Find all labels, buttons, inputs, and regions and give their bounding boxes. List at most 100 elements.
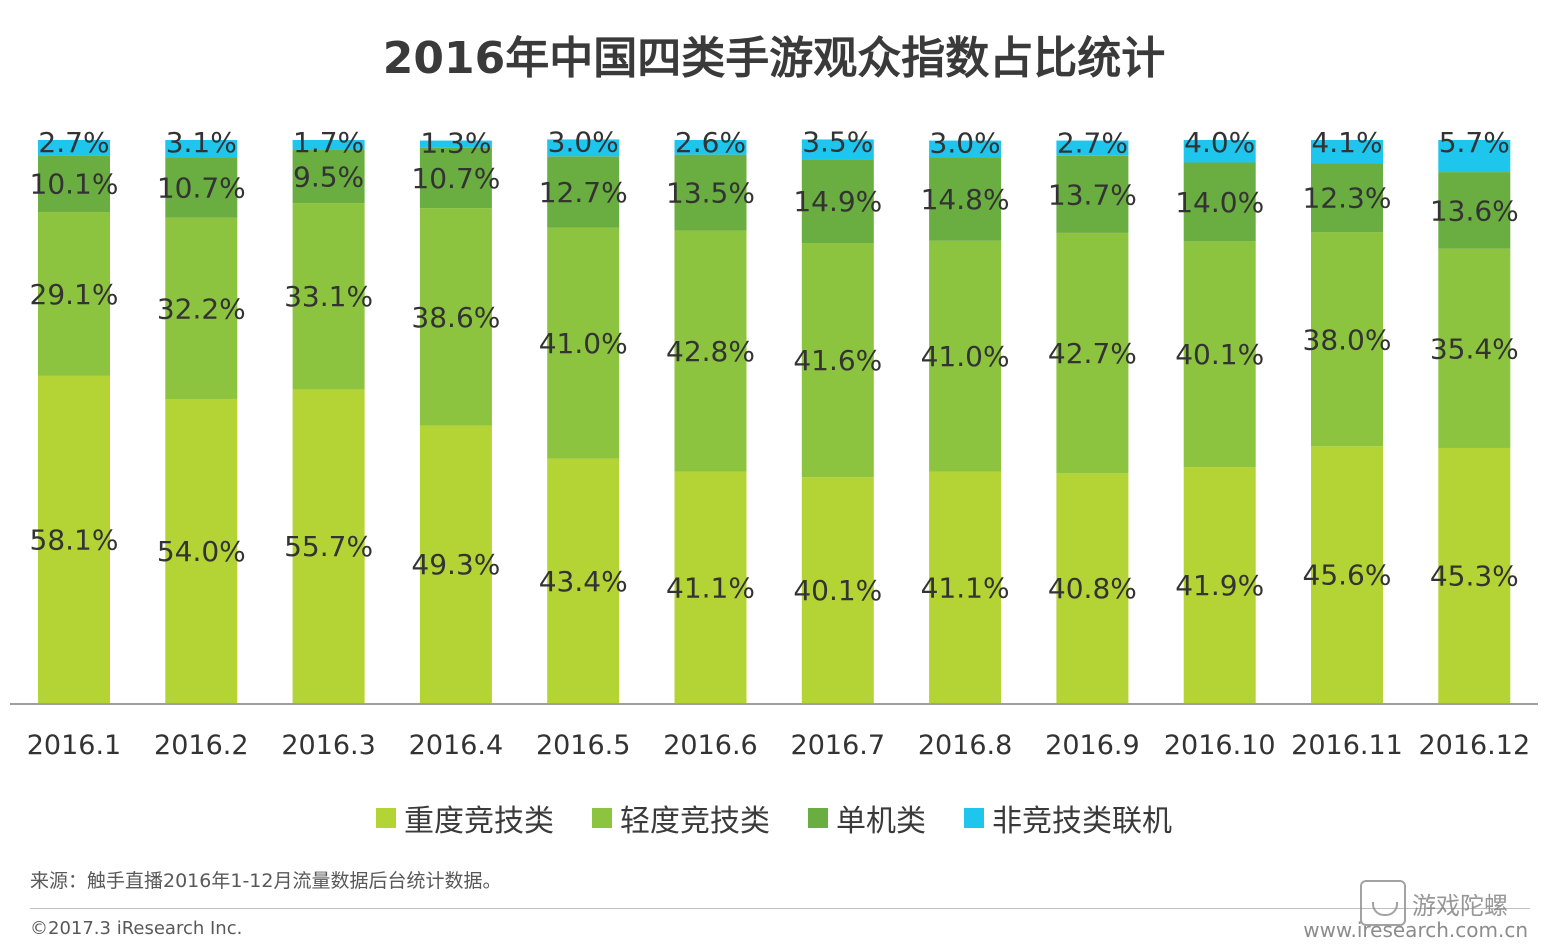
x-tick-label: 2016.10 [1164, 730, 1276, 761]
data-label: 40.1% [1175, 338, 1264, 371]
bar-segment [1438, 172, 1511, 249]
legend-swatch-heavy [376, 808, 396, 828]
bar-segment [929, 140, 1002, 158]
bar-segment [1438, 248, 1511, 448]
data-label: 35.4% [1430, 332, 1519, 365]
legend-item-online: 非竞技类联机 [964, 796, 1172, 840]
data-label: 49.3% [411, 548, 500, 581]
data-label: 13.7% [1048, 178, 1137, 211]
data-label: 3.0% [930, 127, 1001, 160]
bar-segment [38, 155, 110, 213]
bar-segment [292, 203, 365, 390]
footer-divider [30, 908, 1530, 909]
bar-segment [1438, 447, 1511, 703]
legend-label-online: 非竞技类联机 [992, 804, 1172, 839]
bar-segment [801, 139, 874, 160]
legend-item-heavy: 重度竞技类 [376, 796, 554, 840]
data-label: 3.1% [166, 126, 237, 159]
data-label: 2.7% [1057, 127, 1128, 160]
copyright: ©2017.3 iResearch Inc. [30, 918, 243, 939]
data-label: 43.4% [539, 565, 628, 598]
bar-segment [165, 217, 238, 399]
bar-segment [547, 139, 620, 157]
website-link[interactable]: www.iresearch.com.cn [1303, 918, 1528, 942]
x-tick-label: 2016.4 [409, 730, 503, 761]
x-tick-label: 2016.5 [536, 730, 630, 761]
x-tick-label: 2016.12 [1418, 730, 1530, 761]
data-label: 13.6% [1430, 194, 1519, 227]
data-label: 10.7% [411, 162, 500, 195]
x-tick-label: 2016.6 [663, 730, 757, 761]
x-tick-label: 2016.9 [1045, 730, 1139, 761]
x-tick-label: 2016.1 [27, 730, 121, 761]
legend-swatch-light [592, 808, 612, 828]
legend-swatch-standalone [808, 808, 828, 828]
bar-segment [547, 458, 620, 703]
x-tick-label: 2016.11 [1291, 730, 1403, 761]
data-label: 41.6% [793, 344, 882, 377]
data-label: 10.7% [157, 172, 246, 205]
bar-segment [419, 140, 492, 148]
bar-segment [929, 157, 1002, 241]
stacked-bar-chart: 58.1% 29.1% 10.1% 2.7% 2016.1 54.0% 32.2% 10.7%… [10, 125, 1538, 761]
bar-segment [1311, 140, 1383, 164]
data-label: 55.7% [284, 530, 373, 563]
data-label: 12.7% [539, 176, 628, 209]
legend-item-light: 轻度竞技类 [592, 796, 770, 840]
data-label: 14.9% [793, 185, 882, 218]
bar-segment [801, 477, 874, 703]
bar-segment [165, 140, 238, 158]
bar-segment [292, 389, 365, 703]
data-label: 38.6% [411, 301, 500, 334]
bar-segment [1311, 446, 1383, 703]
bar-segment [547, 156, 620, 228]
data-label: 13.5% [666, 177, 755, 210]
bar-segment [1056, 232, 1129, 474]
bar-segment [801, 243, 874, 478]
source-note: 来源：触手直播2016年1-12月流量数据后台统计数据。 [30, 870, 502, 892]
bar-segment [1311, 163, 1383, 233]
bar-segment [1311, 232, 1383, 447]
chart-title: 2016年中国四类手游观众指数占比统计 [382, 33, 1166, 84]
x-tick-label: 2016.3 [281, 730, 375, 761]
data-label: 4.0% [1184, 126, 1255, 159]
legend-label-light: 轻度竞技类 [620, 804, 770, 839]
data-label: 41.9% [1175, 569, 1264, 602]
data-label: 9.5% [293, 160, 364, 193]
data-label: 45.3% [1430, 559, 1519, 592]
data-label: 1.3% [420, 127, 491, 160]
bar-segment [929, 240, 1002, 472]
data-label: 2.7% [38, 126, 109, 159]
watermark-text: 游戏陀螺 [1412, 891, 1508, 920]
bar-segment [929, 471, 1002, 703]
bar-segment [1183, 162, 1256, 242]
bar-segment [419, 208, 492, 426]
watermark: 游戏陀螺 [1360, 880, 1508, 926]
bar-segment [674, 471, 747, 703]
bar-segment [38, 212, 110, 376]
legend-label-standalone: 单机类 [836, 804, 926, 839]
data-label: 3.5% [802, 125, 873, 158]
data-label: 1.7% [293, 126, 364, 159]
data-label: 41.1% [921, 571, 1010, 604]
bar-segment [674, 154, 747, 231]
bar-segment [547, 227, 620, 459]
bar-segment [1438, 140, 1511, 173]
bar-segment [1056, 473, 1129, 703]
data-label: 40.8% [1048, 572, 1137, 605]
bar-segment [1183, 140, 1256, 163]
bar-segment [38, 375, 110, 703]
legend-item-standalone: 单机类 [808, 796, 926, 840]
bar-segment [38, 140, 110, 156]
bar-segment [674, 230, 747, 472]
data-label: 3.0% [548, 125, 619, 158]
x-tick-label: 2016.8 [918, 730, 1012, 761]
x-tick-label: 2016.7 [791, 730, 885, 761]
bar-segment [292, 149, 365, 204]
data-label: 4.1% [1311, 126, 1382, 159]
bar-segment [674, 140, 747, 155]
bar-segment [419, 425, 492, 703]
legend-label-heavy: 重度竞技类 [404, 804, 554, 839]
bar-segment [292, 140, 365, 150]
data-label: 40.1% [793, 574, 882, 607]
